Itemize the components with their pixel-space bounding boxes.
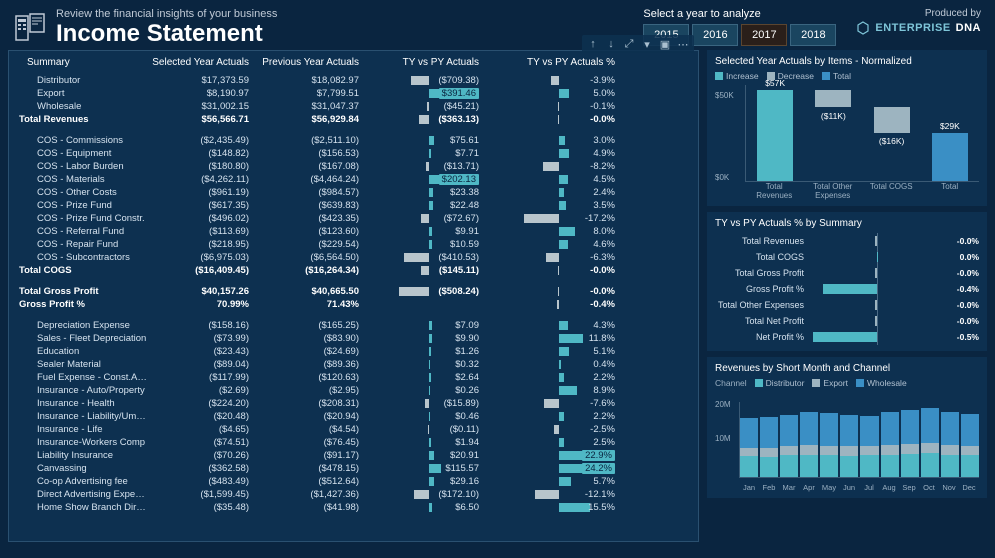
- summary-bar-row[interactable]: Gross Profit %-0.4%: [715, 281, 979, 297]
- legend-item: Wholesale: [856, 378, 907, 388]
- table-row[interactable]: Insurance - Life($4.65)($4.54)($0.11)-2.…: [9, 423, 698, 436]
- col-previous-year[interactable]: Previous Year Actuals: [259, 57, 369, 68]
- waterfall-chart[interactable]: $50K$0K$57K($11K)($16K)$29KTotalRevenues…: [715, 85, 979, 200]
- revenue-legend: ChannelDistributorExportWholesale: [715, 378, 979, 388]
- focus-icon[interactable]: ▣: [658, 37, 672, 51]
- summary-bar-row[interactable]: Total Gross Profit-0.0%: [715, 265, 979, 281]
- main-content: ↑ ↓ ⤢ ▾ ▣ ⋯ Summary Selected Year Actual…: [0, 50, 995, 550]
- table-row[interactable]: Gross Profit %70.99%71.43%-0.4%: [9, 298, 698, 311]
- summary-bar-row[interactable]: Total Revenues-0.0%: [715, 233, 979, 249]
- table-row[interactable]: Liability Insurance($70.26)($91.17)$20.9…: [9, 449, 698, 462]
- filter-icon[interactable]: ▾: [640, 37, 654, 51]
- legend-item: Distributor: [755, 378, 805, 388]
- table-row[interactable]: Sealer Material($89.04)($89.36)$0.320.4%: [9, 358, 698, 371]
- table-row[interactable]: COS - Equipment($148.82)($156.53)$7.714.…: [9, 147, 698, 160]
- table-row[interactable]: COS - Commissions($2,435.49)($2,511.10)$…: [9, 134, 698, 147]
- table-row[interactable]: COS - Materials($4,262.11)($4,464.24)$20…: [9, 173, 698, 186]
- header-right: Produced by ENTERPRISE DNA: [856, 8, 981, 35]
- table-row[interactable]: Insurance - Health($224.20)($208.31)($15…: [9, 397, 698, 410]
- year-button-2016[interactable]: 2016: [692, 24, 738, 46]
- table-row[interactable]: Wholesale$31,002.15$31,047.37($45.21)-0.…: [9, 100, 698, 113]
- table-row[interactable]: Total Revenues$56,566.71$56,929.84($363.…: [9, 113, 698, 126]
- table-row[interactable]: COS - Labor Burden($180.80)($167.08)($13…: [9, 160, 698, 173]
- subtitle: Review the financial insights of your bu…: [56, 8, 277, 20]
- summary-bar-row[interactable]: Total COGS0.0%: [715, 249, 979, 265]
- table-row[interactable]: Fuel Expense - Const.Admin($117.99)($120…: [9, 371, 698, 384]
- table-row[interactable]: COS - Referral Fund($113.69)($123.60)$9.…: [9, 225, 698, 238]
- summary-bars-panel: TY vs PY Actuals % by Summary Total Reve…: [707, 212, 987, 351]
- summary-bar-row[interactable]: Net Profit %-0.5%: [715, 329, 979, 345]
- produced-by-label: Produced by: [925, 8, 981, 19]
- table-row[interactable]: COS - Prize Fund Constr.($496.02)($423.3…: [9, 212, 698, 225]
- legend-item: Increase: [715, 71, 759, 81]
- col-summary[interactable]: Summary: [9, 57, 149, 68]
- table-row[interactable]: COS - Subcontractors($6,975.03)($6,564.5…: [9, 251, 698, 264]
- summary-bar-row[interactable]: Total Net Profit-0.0%: [715, 313, 979, 329]
- col-ty-vs-py-pct[interactable]: TY vs PY Actuals %: [489, 57, 629, 68]
- year-label: Select a year to analyze: [643, 8, 760, 20]
- brand-icon: [856, 21, 870, 35]
- year-button-2018[interactable]: 2018: [790, 24, 836, 46]
- legend-item: Total: [822, 71, 851, 81]
- panel-toolbar: ↑ ↓ ⤢ ▾ ▣ ⋯: [582, 35, 694, 53]
- table-row[interactable]: COS - Repair Fund($218.95)($229.54)$10.5…: [9, 238, 698, 251]
- table-row[interactable]: COS - Other Costs($961.19)($984.57)$23.3…: [9, 186, 698, 199]
- col-selected-year[interactable]: Selected Year Actuals: [149, 57, 259, 68]
- summary-bar-row[interactable]: Total Other Expenses-0.0%: [715, 297, 979, 313]
- table-row[interactable]: Insurance - Liability/Umbrella($20.48)($…: [9, 410, 698, 423]
- expand-icon[interactable]: ⤢: [622, 37, 636, 51]
- drill-up-icon[interactable]: ↑: [586, 37, 600, 51]
- year-button-2017[interactable]: 2017: [741, 24, 787, 46]
- table-row[interactable]: Home Show Branch Directed($35.48)($41.98…: [9, 501, 698, 514]
- titles: Review the financial insights of your bu…: [56, 8, 277, 48]
- brand-name-1: ENTERPRISE: [875, 22, 950, 34]
- revenue-chart-title: Revenues by Short Month and Channel: [715, 363, 979, 374]
- table-row[interactable]: Export$8,190.97$7,799.51$391.465.0%: [9, 87, 698, 100]
- table-row[interactable]: Depreciation Expense($158.16)($165.25)$7…: [9, 319, 698, 332]
- waterfall-title: Selected Year Actuals by Items - Normali…: [715, 56, 979, 67]
- table-body[interactable]: Distributor$17,373.59$18,082.97($709.38)…: [9, 74, 698, 541]
- summary-bars-title: TY vs PY Actuals % by Summary: [715, 218, 979, 229]
- brand-logo: ENTERPRISE DNA: [856, 21, 981, 35]
- legend-item: Export: [812, 378, 848, 388]
- table-row[interactable]: Insurance - Auto/Property($2.69)($2.95)$…: [9, 384, 698, 397]
- header: Review the financial insights of your bu…: [0, 0, 995, 50]
- col-ty-vs-py[interactable]: TY vs PY Actuals: [369, 57, 489, 68]
- revenue-chart-panel: Revenues by Short Month and Channel Chan…: [707, 357, 987, 498]
- waterfall-legend: IncreaseDecreaseTotal: [715, 71, 979, 81]
- waterfall-panel: Selected Year Actuals by Items - Normali…: [707, 50, 987, 206]
- table-row[interactable]: Sales - Fleet Depreciation($73.99)($83.9…: [9, 332, 698, 345]
- revenue-chart[interactable]: 20M10MJanFebMarAprMayJunJulAugSepOctNovD…: [715, 392, 979, 492]
- table-row[interactable]: Education($23.43)($24.69)$1.265.1%: [9, 345, 698, 358]
- table-row[interactable]: Insurance-Workers Comp($74.51)($76.45)$1…: [9, 436, 698, 449]
- table-row[interactable]: Co-op Advertising fee($483.49)($512.64)$…: [9, 475, 698, 488]
- table-row[interactable]: Distributor$17,373.59$18,082.97($709.38)…: [9, 74, 698, 87]
- header-left: Review the financial insights of your bu…: [14, 8, 277, 48]
- table-row[interactable]: COS - Prize Fund($617.35)($639.83)$22.48…: [9, 199, 698, 212]
- table-row[interactable]: Canvassing($362.58)($478.15)$115.5724.2%: [9, 462, 698, 475]
- side-panels: Selected Year Actuals by Items - Normali…: [707, 50, 987, 542]
- page-title: Income Statement: [56, 20, 277, 48]
- table-header: Summary Selected Year Actuals Previous Y…: [9, 51, 698, 74]
- summary-bars[interactable]: Total Revenues-0.0%Total COGS0.0%Total G…: [715, 233, 979, 345]
- table-row[interactable]: Direct Advertising Expense($1,599.45)($1…: [9, 488, 698, 501]
- drill-down-icon[interactable]: ↓: [604, 37, 618, 51]
- more-icon[interactable]: ⋯: [676, 37, 690, 51]
- income-table-panel: ↑ ↓ ⤢ ▾ ▣ ⋯ Summary Selected Year Actual…: [8, 50, 699, 542]
- brand-name-2: DNA: [956, 22, 981, 34]
- table-row[interactable]: Total COGS($16,409.45)($16,264.34)($145.…: [9, 264, 698, 277]
- table-row[interactable]: Total Gross Profit$40,157.26$40,665.50($…: [9, 285, 698, 298]
- report-icon: [14, 12, 46, 44]
